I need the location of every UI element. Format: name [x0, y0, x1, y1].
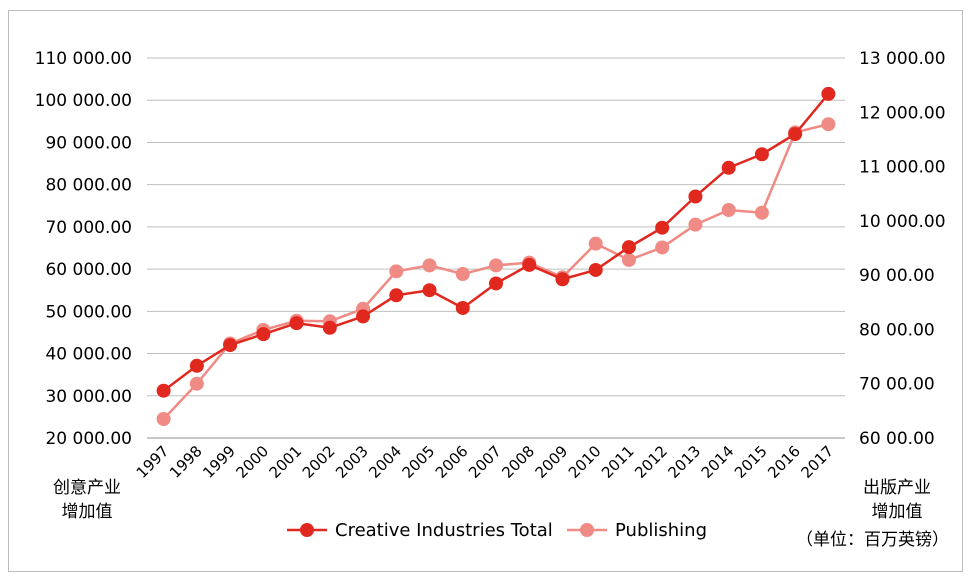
- data-point-creative-industries-total[interactable]: [688, 189, 703, 204]
- data-point-creative-industries-total[interactable]: [721, 160, 736, 175]
- data-point-creative-industries-total[interactable]: [356, 309, 371, 324]
- data-point-creative-industries-total[interactable]: [588, 262, 603, 277]
- right-axis-tick-label: 10 000.00: [859, 212, 946, 232]
- left-axis-label-line2: 增加值: [62, 502, 113, 522]
- x-axis-tick-label: 1997: [133, 442, 173, 482]
- right-axis-tick-label: 12 000.00: [859, 103, 946, 123]
- data-point-creative-industries-total[interactable]: [223, 338, 238, 353]
- x-axis-tick-label: 2014: [698, 442, 738, 482]
- x-axis-tick-label: 2012: [631, 442, 671, 482]
- x-axis-tick-label: 2000: [232, 442, 272, 482]
- x-axis-tick-label: 2013: [665, 442, 705, 482]
- data-point-creative-industries-total[interactable]: [788, 127, 803, 141]
- left-axis-tick-label: 50 000.00: [45, 302, 132, 322]
- series-creative-industries-total: [156, 86, 836, 398]
- x-axis-tick-label: 2001: [266, 442, 306, 482]
- series-line-creative-industries-total: [162, 93, 830, 392]
- data-point-publishing[interactable]: [189, 376, 204, 391]
- unit-note: （单位：百万英镑）: [796, 530, 949, 550]
- right-axis-ticks: 60 00.00 70 00.00 80 00.00 90 00.00 10 000.0…: [859, 49, 946, 449]
- data-point-publishing[interactable]: [156, 412, 171, 426]
- legend-label-creative-industries-total: Creative Industries Total: [335, 520, 553, 541]
- legend-item-publishing[interactable]: Publishing: [567, 520, 707, 541]
- left-axis-tick-label: 100 000.00: [35, 91, 132, 111]
- data-point-publishing[interactable]: [821, 117, 836, 132]
- data-point-creative-industries-total[interactable]: [189, 358, 204, 373]
- left-axis-tick-label: 90 000.00: [45, 133, 132, 153]
- data-point-creative-industries-total[interactable]: [256, 327, 271, 342]
- x-axis-tick-label: 2011: [598, 442, 638, 482]
- x-axis-tick-label: 2006: [432, 442, 472, 482]
- data-point-creative-industries-total[interactable]: [522, 257, 537, 272]
- x-axis-tick-label: 2005: [399, 442, 439, 482]
- left-axis-tick-label: 60 000.00: [45, 260, 132, 280]
- right-axis-tick-label: 90 00.00: [859, 266, 935, 286]
- left-axis-tick-label: 20 000.00: [45, 429, 132, 449]
- right-axis-tick-label: 11 000.00: [859, 158, 946, 178]
- data-point-creative-industries-total[interactable]: [555, 272, 570, 287]
- data-point-publishing[interactable]: [754, 205, 769, 220]
- left-axis-tick-label: 30 000.00: [45, 387, 132, 407]
- left-axis-label-line1: 创意产业: [53, 478, 121, 498]
- data-point-publishing[interactable]: [422, 258, 437, 273]
- left-axis-ticks: 20 000.00 30 000.00 40 000.00 50 000.00 60 0…: [35, 49, 132, 449]
- data-point-creative-industries-total[interactable]: [156, 383, 171, 398]
- right-axis-tick-label: 70 00.00: [859, 375, 935, 395]
- left-axis-tick-label: 70 000.00: [45, 218, 132, 238]
- data-point-publishing[interactable]: [721, 203, 736, 217]
- series-layer: [156, 86, 836, 426]
- right-axis-tick-label: 80 00.00: [859, 320, 935, 340]
- data-point-creative-industries-total[interactable]: [322, 320, 337, 335]
- x-axis-tick-label: 2003: [332, 442, 372, 482]
- data-point-creative-industries-total[interactable]: [821, 86, 836, 101]
- x-axis-tick-label: 2002: [299, 442, 339, 482]
- legend-marker-publishing: [580, 523, 594, 537]
- data-point-creative-industries-total[interactable]: [289, 316, 304, 331]
- left-axis-tick-label: 80 000.00: [45, 176, 132, 196]
- data-point-creative-industries-total[interactable]: [655, 220, 670, 235]
- x-axis-tick-label: 2007: [465, 442, 505, 482]
- x-axis-tick-label: 2004: [365, 442, 405, 482]
- chart-frame: 20 000.00 30 000.00 40 000.00 50 000.00 60 0…: [8, 10, 963, 572]
- data-point-publishing[interactable]: [655, 240, 670, 255]
- legend-item-creative-industries-total[interactable]: Creative Industries Total: [287, 520, 553, 541]
- legend-label-publishing: Publishing: [615, 520, 707, 541]
- right-axis-label-line2: 增加值: [872, 502, 923, 522]
- line-chart: 20 000.00 30 000.00 40 000.00 50 000.00 60 0…: [35, 49, 949, 550]
- x-axis-tick-label: 1998: [166, 442, 206, 482]
- left-axis-tick-label: 40 000.00: [45, 345, 132, 365]
- data-point-creative-industries-total[interactable]: [422, 283, 437, 298]
- data-point-publishing[interactable]: [489, 258, 503, 273]
- data-point-creative-industries-total[interactable]: [621, 240, 636, 255]
- right-axis-tick-label: 13 000.00: [859, 49, 946, 69]
- legend-marker-creative-industries-total: [300, 523, 314, 537]
- gridlines: [147, 57, 845, 439]
- data-point-publishing[interactable]: [455, 267, 470, 282]
- right-axis-tick-label: 60 00.00: [859, 429, 935, 449]
- x-axis-tick-label: 2016: [764, 442, 804, 482]
- left-axis-tick-label: 110 000.00: [35, 49, 132, 69]
- data-point-creative-industries-total[interactable]: [389, 288, 404, 303]
- data-point-creative-industries-total[interactable]: [455, 300, 470, 315]
- data-point-publishing[interactable]: [688, 217, 703, 232]
- data-point-creative-industries-total[interactable]: [754, 147, 769, 162]
- x-axis-ticks: 1997199819992000200120022003200420052006…: [133, 442, 837, 482]
- x-axis-tick-label: 2008: [498, 442, 538, 482]
- data-point-publishing[interactable]: [389, 264, 404, 279]
- x-axis-tick-label: 2015: [731, 442, 771, 482]
- data-point-creative-industries-total[interactable]: [489, 276, 503, 291]
- right-axis-label-line1: 出版产业: [863, 478, 931, 498]
- data-point-publishing[interactable]: [621, 252, 636, 267]
- data-point-publishing[interactable]: [588, 236, 603, 251]
- series-publishing: [156, 117, 836, 426]
- x-axis-tick-label: 1999: [199, 442, 239, 482]
- x-axis-tick-label: 2009: [532, 442, 572, 482]
- x-axis-tick-label: 2017: [797, 442, 837, 482]
- legend: Creative Industries Total Publishing: [287, 520, 707, 541]
- x-axis-tick-label: 2010: [565, 442, 605, 482]
